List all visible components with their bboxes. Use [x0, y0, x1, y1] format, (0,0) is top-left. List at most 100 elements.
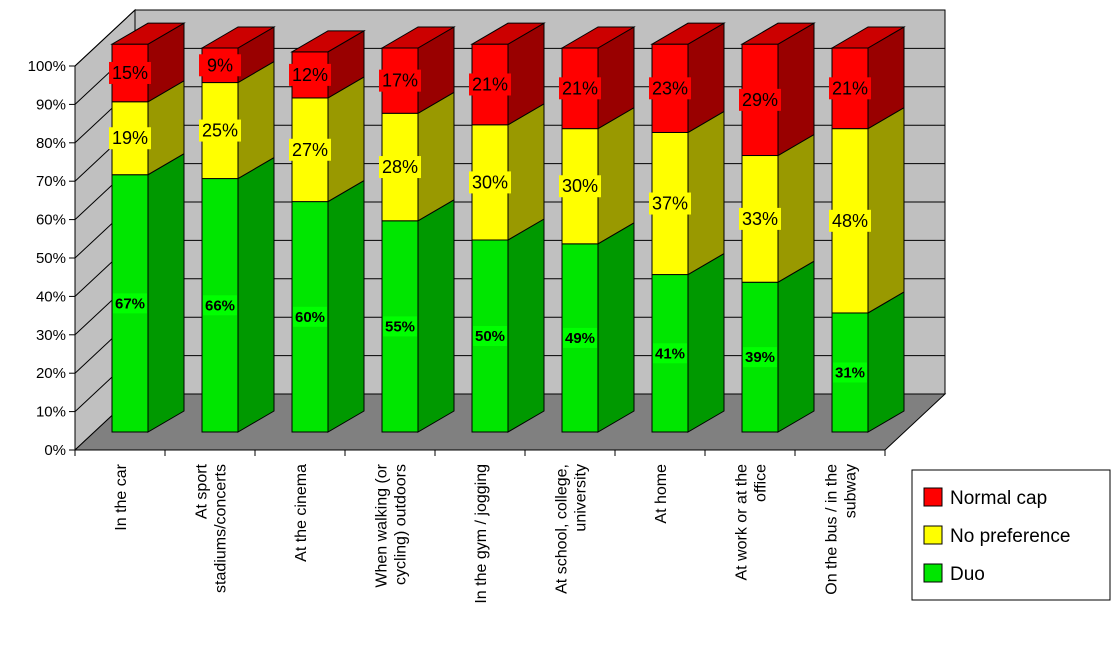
- bar-top: [830, 26, 906, 49]
- data-label-text: 21%: [562, 78, 598, 98]
- data-label: 55%: [383, 316, 417, 337]
- data-label-text: 21%: [832, 78, 868, 98]
- bar-segment: [381, 198, 455, 433]
- data-label-bg: [379, 69, 421, 92]
- bar-top: [560, 26, 636, 49]
- legend-item: Duo: [923, 563, 985, 585]
- data-label-text: 37%: [652, 194, 688, 214]
- data-label-bg: [109, 61, 151, 84]
- data-label-text: 25%: [202, 121, 238, 141]
- bar-side: [507, 102, 545, 241]
- x-tick-label-line: In the car: [113, 463, 130, 530]
- data-label-text: 49%: [565, 330, 595, 347]
- bar-top: [200, 26, 276, 49]
- bar-side: [777, 133, 815, 284]
- x-tick-label-line: At sport: [194, 463, 211, 519]
- data-label: 12%: [289, 63, 331, 86]
- x-tick-label: In the car: [113, 463, 130, 530]
- y-tick-label: 100%: [28, 58, 66, 75]
- bar-side: [777, 22, 815, 157]
- bar-side: [687, 110, 725, 276]
- data-label: 15%: [109, 61, 151, 84]
- x-tick-label-line: subway: [843, 464, 860, 518]
- data-label-text: 31%: [835, 364, 865, 381]
- x-axis-category-labels: In the car At sport stadiums/concerts At th…: [113, 463, 860, 603]
- legend-label: Normal cap: [950, 488, 1047, 509]
- data-label: 21%: [559, 77, 601, 100]
- y-tick-label: 50%: [36, 250, 66, 267]
- data-label-bg: [833, 362, 867, 383]
- data-label-text: 19%: [112, 128, 148, 148]
- data-label-bg: [199, 54, 241, 77]
- data-label-bg: [469, 171, 511, 194]
- bar-segment: [111, 152, 185, 433]
- data-label: 33%: [739, 207, 781, 230]
- x-tick-label-line: university: [573, 464, 590, 532]
- data-label-text: 66%: [205, 297, 235, 314]
- x-tick-label-line: cycling) outdoors: [393, 464, 410, 585]
- data-label-text: 60%: [295, 309, 325, 326]
- data-label-bg: [829, 209, 871, 232]
- legend-label: No preference: [950, 526, 1070, 547]
- data-label-text: 15%: [112, 63, 148, 83]
- bar-segment: [561, 221, 635, 433]
- data-label: 29%: [739, 88, 781, 111]
- data-label-bg: [739, 88, 781, 111]
- y-tick-label: 40%: [36, 288, 66, 305]
- y-axis-tick-labels: 0% 10% 20% 30% 40% 50% 60% 70% 80% 90% 100%: [28, 58, 66, 459]
- legend-item: No preference: [923, 525, 1070, 547]
- bar-side: [507, 218, 545, 433]
- data-label-bg: [109, 127, 151, 150]
- data-label: 67%: [113, 293, 147, 314]
- data-label-bg: [559, 77, 601, 100]
- bar-side: [237, 156, 275, 433]
- data-label: 9%: [199, 54, 241, 77]
- data-label: 23%: [649, 77, 691, 100]
- data-label-bg: [649, 77, 691, 100]
- bar-side: [597, 106, 635, 245]
- bar-top: [290, 30, 366, 53]
- x-tick-label-line: office: [753, 464, 770, 502]
- x-tick-label: When walking (or cycling) outdoors: [374, 463, 410, 587]
- x-tick-label-line: On the bus / in the: [824, 464, 841, 595]
- x-tick-label-line: In the gym / jogging: [473, 464, 490, 604]
- data-label-bg: [563, 327, 597, 348]
- data-label: 25%: [199, 119, 241, 142]
- data-label: 28%: [379, 156, 421, 179]
- data-label-text: 30%: [472, 172, 508, 192]
- y-tick-label: 10%: [36, 404, 66, 421]
- data-label-text: 50%: [475, 328, 505, 345]
- data-label-text: 39%: [745, 349, 775, 366]
- data-label-bg: [649, 192, 691, 215]
- bar-side: [327, 76, 365, 203]
- bar-side: [867, 291, 905, 433]
- x-tick-label: At the cinema: [293, 464, 310, 562]
- data-label: 37%: [649, 192, 691, 215]
- legend-swatch: [923, 525, 943, 545]
- data-label-bg: [379, 156, 421, 179]
- y-tick-label: 0%: [44, 442, 66, 459]
- data-label-text: 29%: [742, 90, 778, 110]
- data-label-text: 28%: [382, 157, 418, 177]
- data-label: 27%: [289, 138, 331, 161]
- data-label: 31%: [833, 362, 867, 383]
- data-label: 39%: [743, 347, 777, 368]
- bar-segment: [741, 133, 815, 284]
- bar-top: [740, 22, 816, 45]
- data-label-bg: [203, 295, 237, 316]
- legend: Normal cap No preference Duo: [911, 469, 1111, 601]
- data-label: 30%: [469, 171, 511, 194]
- data-label-text: 67%: [115, 295, 145, 312]
- data-label: 49%: [563, 327, 597, 348]
- data-label: 30%: [559, 175, 601, 198]
- bar-side: [147, 152, 185, 433]
- data-label-bg: [559, 175, 601, 198]
- x-tick-label-line: At school, college,: [554, 464, 571, 594]
- data-label-text: 55%: [385, 318, 415, 335]
- x-tick-label: At sport stadiums/concerts: [194, 463, 230, 592]
- data-label-bg: [743, 347, 777, 368]
- data-label: 50%: [473, 326, 507, 346]
- x-tick-label-line: At work or at the: [734, 464, 751, 581]
- bar-top: [650, 22, 726, 45]
- x-tick-label-line: At the cinema: [293, 464, 310, 562]
